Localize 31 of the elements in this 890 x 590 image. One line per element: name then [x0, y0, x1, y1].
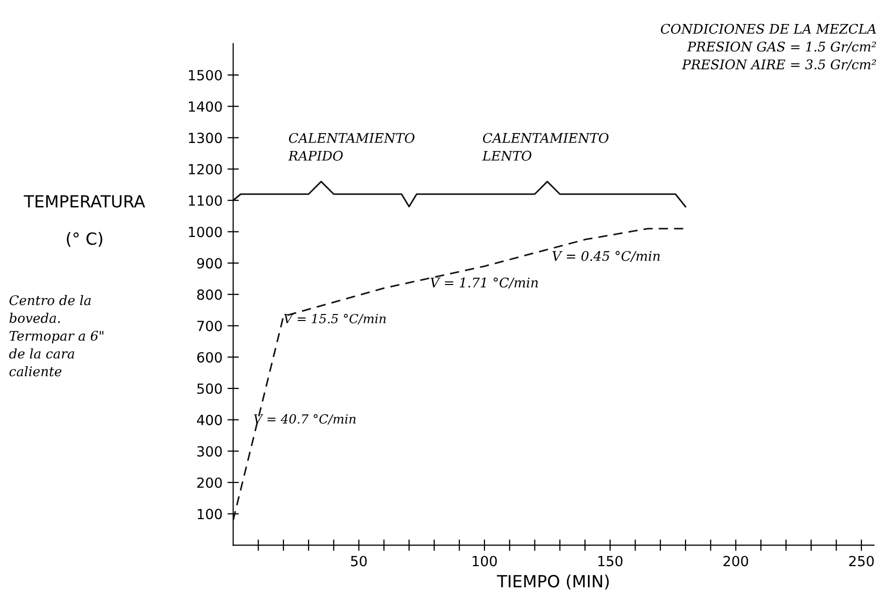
annotation: V = 1.71 °C/min [430, 278, 538, 289]
text: TEMPERATURA (° C) [24, 195, 146, 247]
y-tick-label: 1200 [188, 164, 222, 175]
annotation: V = 15.5 °C/min [284, 314, 386, 324]
annotation: V = 40.7 °C/min [254, 414, 356, 425]
y-tick-label: 200 [197, 477, 222, 488]
x-tick-label: 50 [351, 556, 367, 566]
annotation: CALENTAMIENTO RAPIDO [288, 132, 414, 161]
y-tick-label: 1400 [188, 101, 222, 112]
line-series [233, 180, 686, 208]
y-tick-label: 700 [197, 320, 222, 332]
y-tick-label: 400 [196, 414, 222, 426]
y-tick-label: 1500 [188, 70, 222, 80]
y-tick-label: 100 [198, 508, 222, 520]
y-tick-label: 900 [197, 258, 222, 269]
x-tick-label: 100 [472, 556, 497, 566]
y-tick-label: 1100 [188, 195, 222, 206]
y-tick-label: 300 [197, 446, 222, 457]
y-tick-label: 600 [197, 352, 222, 363]
y-tick-label: 1000 [188, 226, 222, 238]
x-tick-label: 200 [724, 556, 748, 566]
annotation: V = 0.45 °C/min [552, 250, 660, 262]
text: Centro de la boveda. Termopar a 6" de la cara caliente [9, 295, 104, 376]
annotation: CALENTAMIENTO LENTO [482, 132, 608, 161]
x-tick-label: 150 [598, 556, 622, 566]
y-tick-label: 800 [197, 289, 222, 300]
x-tick-label: 250 [849, 556, 874, 566]
annotation: CONDICIONES DE LA MEZCLA PRESION GAS = 1.5 Gr/cm² PRESION AIRE = 3.5 Gr/cm² [660, 24, 876, 70]
y-tick-label: 500 [197, 383, 222, 394]
x-axis-title: TIEMPO (MIN) [496, 574, 609, 590]
y-tick-label: 1300 [188, 132, 222, 144]
